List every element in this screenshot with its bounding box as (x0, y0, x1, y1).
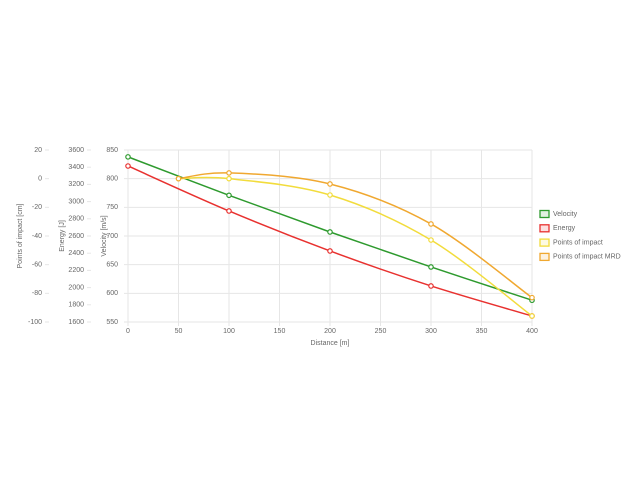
y2-axis-title: Energy [J] (59, 220, 66, 252)
y-tick-label: 600 (106, 290, 118, 297)
y-tick-label: 650 (106, 262, 118, 269)
data-point (529, 294, 535, 301)
y-tick-label: -40 (32, 233, 42, 240)
legend-label: Points of impact MRD (553, 254, 621, 261)
x-axis-title: Distance [m] (311, 340, 350, 347)
data-point (175, 175, 182, 182)
y-tick-label: 1800 (68, 302, 84, 309)
x-tick-label: 350 (476, 328, 488, 335)
y-tick-label: -20 (32, 204, 42, 211)
data-point (428, 237, 434, 243)
y-tick-label: 750 (106, 204, 118, 211)
y-tick-label: 700 (106, 233, 118, 240)
y-tick-label: 2200 (68, 267, 84, 274)
y-tick-label: 2600 (68, 233, 84, 240)
data-point (125, 163, 131, 169)
legend-swatch (539, 252, 550, 262)
data-point (125, 154, 131, 160)
y-tick-label: 20 (34, 147, 42, 154)
data-point (428, 283, 434, 289)
y3-axis-title: Points of impact [cm] (17, 203, 24, 268)
y-tick-label: 3200 (68, 181, 84, 188)
data-point (226, 192, 232, 199)
y-tick-label: 800 (106, 176, 118, 183)
y-tick-label: 3000 (68, 198, 84, 205)
y-axis-title: Velocity [m/s] (101, 215, 108, 256)
legend-label: Points of impact (553, 239, 603, 246)
data-point (428, 264, 434, 270)
series-line (178, 172, 533, 299)
y-tick-label: -100 (28, 319, 42, 326)
legend-swatch (539, 209, 550, 219)
y-tick-label: 550 (106, 319, 118, 326)
data-point (327, 248, 333, 254)
y-tick-label: 2000 (68, 284, 84, 291)
y-tick-label: -60 (32, 262, 42, 269)
y-tick-label: 850 (106, 147, 118, 154)
x-tick-label: 50 (175, 328, 183, 335)
data-point (327, 192, 333, 198)
y-tick-label: 3400 (68, 164, 84, 171)
series-line (178, 176, 533, 317)
x-tick-label: 400 (526, 328, 538, 335)
data-point (226, 175, 232, 182)
data-point (529, 313, 535, 319)
legend-label: Velocity (553, 211, 578, 218)
x-tick-label: 250 (375, 328, 387, 335)
y-tick-label: 1600 (68, 319, 84, 326)
data-point (327, 229, 333, 235)
y-tick-label: 2800 (68, 216, 84, 223)
data-point (226, 170, 232, 176)
data-point (428, 221, 434, 227)
y-tick-label: 2400 (68, 250, 84, 257)
x-tick-label: 0 (126, 328, 130, 335)
x-tick-label: 100 (223, 328, 235, 335)
legend-label: Energy (553, 225, 576, 232)
y-tick-label: -80 (32, 290, 42, 297)
x-tick-label: 200 (324, 328, 336, 335)
x-tick-label: 150 (274, 328, 286, 335)
data-point (226, 208, 232, 214)
y-tick-label: 3600 (68, 147, 84, 154)
legend-swatch (539, 224, 550, 233)
y-tick-label: 0 (38, 176, 42, 183)
legend-swatch (539, 238, 550, 247)
x-tick-label: 300 (425, 328, 437, 335)
data-point (327, 181, 333, 187)
